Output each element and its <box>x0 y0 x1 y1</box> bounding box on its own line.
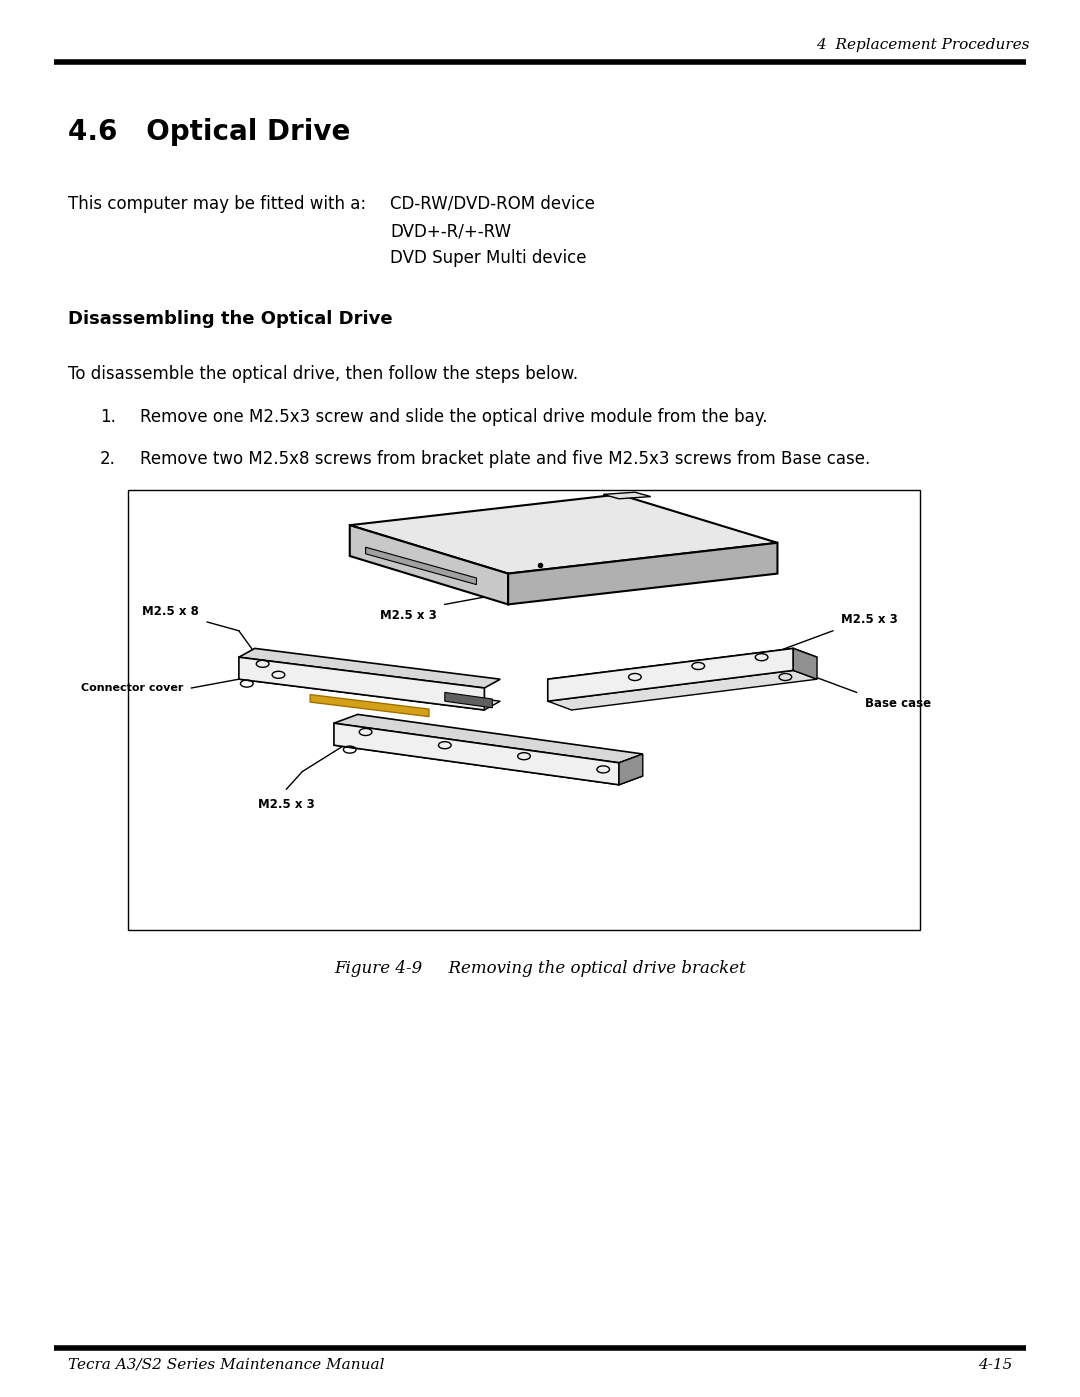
Text: 4-15: 4-15 <box>977 1358 1012 1372</box>
Text: 4.6   Optical Drive: 4.6 Optical Drive <box>68 117 350 147</box>
Text: To disassemble the optical drive, then follow the steps below.: To disassemble the optical drive, then f… <box>68 365 578 383</box>
Text: M2.5 x 8: M2.5 x 8 <box>143 605 200 617</box>
Text: 4  Replacement Procedures: 4 Replacement Procedures <box>816 38 1030 52</box>
Text: Remove one M2.5x3 screw and slide the optical drive module from the bay.: Remove one M2.5x3 screw and slide the op… <box>140 408 768 426</box>
Polygon shape <box>509 543 778 605</box>
Text: Figure 4-9     Removing the optical drive bracket: Figure 4-9 Removing the optical drive br… <box>334 960 746 977</box>
Text: Disassembling the Optical Drive: Disassembling the Optical Drive <box>68 310 393 328</box>
Polygon shape <box>366 548 476 584</box>
Text: Base case: Base case <box>865 697 931 710</box>
Text: 1.: 1. <box>100 408 116 426</box>
Polygon shape <box>548 648 818 687</box>
Text: M2.5 x 3: M2.5 x 3 <box>380 609 437 622</box>
Polygon shape <box>239 657 485 710</box>
Polygon shape <box>310 694 429 717</box>
Polygon shape <box>239 648 500 687</box>
Text: Connector cover: Connector cover <box>81 683 184 693</box>
Text: DVD+-R/+-RW: DVD+-R/+-RW <box>390 222 511 240</box>
Text: This computer may be fitted with a:: This computer may be fitted with a: <box>68 196 366 212</box>
Polygon shape <box>445 693 492 708</box>
Text: M2.5 x 3: M2.5 x 3 <box>258 798 314 812</box>
Polygon shape <box>334 736 643 785</box>
Text: CD-RW/DVD-ROM device: CD-RW/DVD-ROM device <box>390 196 595 212</box>
Polygon shape <box>334 714 643 763</box>
Text: DVD Super Multi device: DVD Super Multi device <box>390 249 586 267</box>
Text: Tecra A3/S2 Series Maintenance Manual: Tecra A3/S2 Series Maintenance Manual <box>68 1358 384 1372</box>
Text: M2.5 x 3: M2.5 x 3 <box>841 613 897 626</box>
Bar <box>129 490 920 930</box>
Polygon shape <box>350 525 509 605</box>
Polygon shape <box>548 671 818 710</box>
Polygon shape <box>334 724 619 785</box>
Polygon shape <box>604 492 651 499</box>
Text: 2.: 2. <box>100 450 116 468</box>
Polygon shape <box>619 754 643 785</box>
Text: Remove two M2.5x8 screws from bracket plate and five M2.5x3 screws from Base cas: Remove two M2.5x8 screws from bracket pl… <box>140 450 870 468</box>
Polygon shape <box>239 671 500 710</box>
Polygon shape <box>350 495 778 574</box>
Polygon shape <box>548 648 794 701</box>
Polygon shape <box>794 648 818 679</box>
